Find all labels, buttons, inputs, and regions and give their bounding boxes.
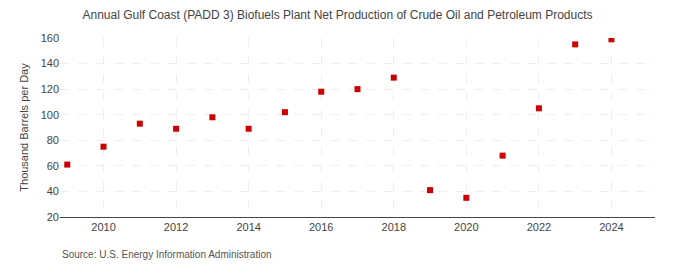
svg-text:Source: U.S. Energy Informatio: Source: U.S. Energy Information Administ… bbox=[62, 249, 272, 260]
svg-text:160: 160 bbox=[41, 32, 59, 44]
svg-text:Annual Gulf Coast (PADD 3) Bio: Annual Gulf Coast (PADD 3) Biofuels Plan… bbox=[82, 8, 592, 22]
svg-text:2016: 2016 bbox=[309, 221, 333, 233]
svg-text:2018: 2018 bbox=[382, 221, 406, 233]
svg-text:2014: 2014 bbox=[236, 221, 260, 233]
svg-text:120: 120 bbox=[41, 83, 59, 95]
svg-text:Thousand Barrels per Day: Thousand Barrels per Day bbox=[18, 63, 30, 192]
svg-text:2022: 2022 bbox=[527, 221, 551, 233]
svg-text:40: 40 bbox=[47, 185, 59, 197]
svg-text:2024: 2024 bbox=[599, 221, 623, 233]
svg-text:20: 20 bbox=[47, 211, 59, 223]
svg-text:140: 140 bbox=[41, 57, 59, 69]
svg-text:100: 100 bbox=[41, 109, 59, 121]
svg-text:80: 80 bbox=[47, 134, 59, 146]
svg-text:2020: 2020 bbox=[454, 221, 478, 233]
svg-text:60: 60 bbox=[47, 160, 59, 172]
svg-text:2010: 2010 bbox=[91, 221, 115, 233]
svg-text:2012: 2012 bbox=[164, 221, 188, 233]
